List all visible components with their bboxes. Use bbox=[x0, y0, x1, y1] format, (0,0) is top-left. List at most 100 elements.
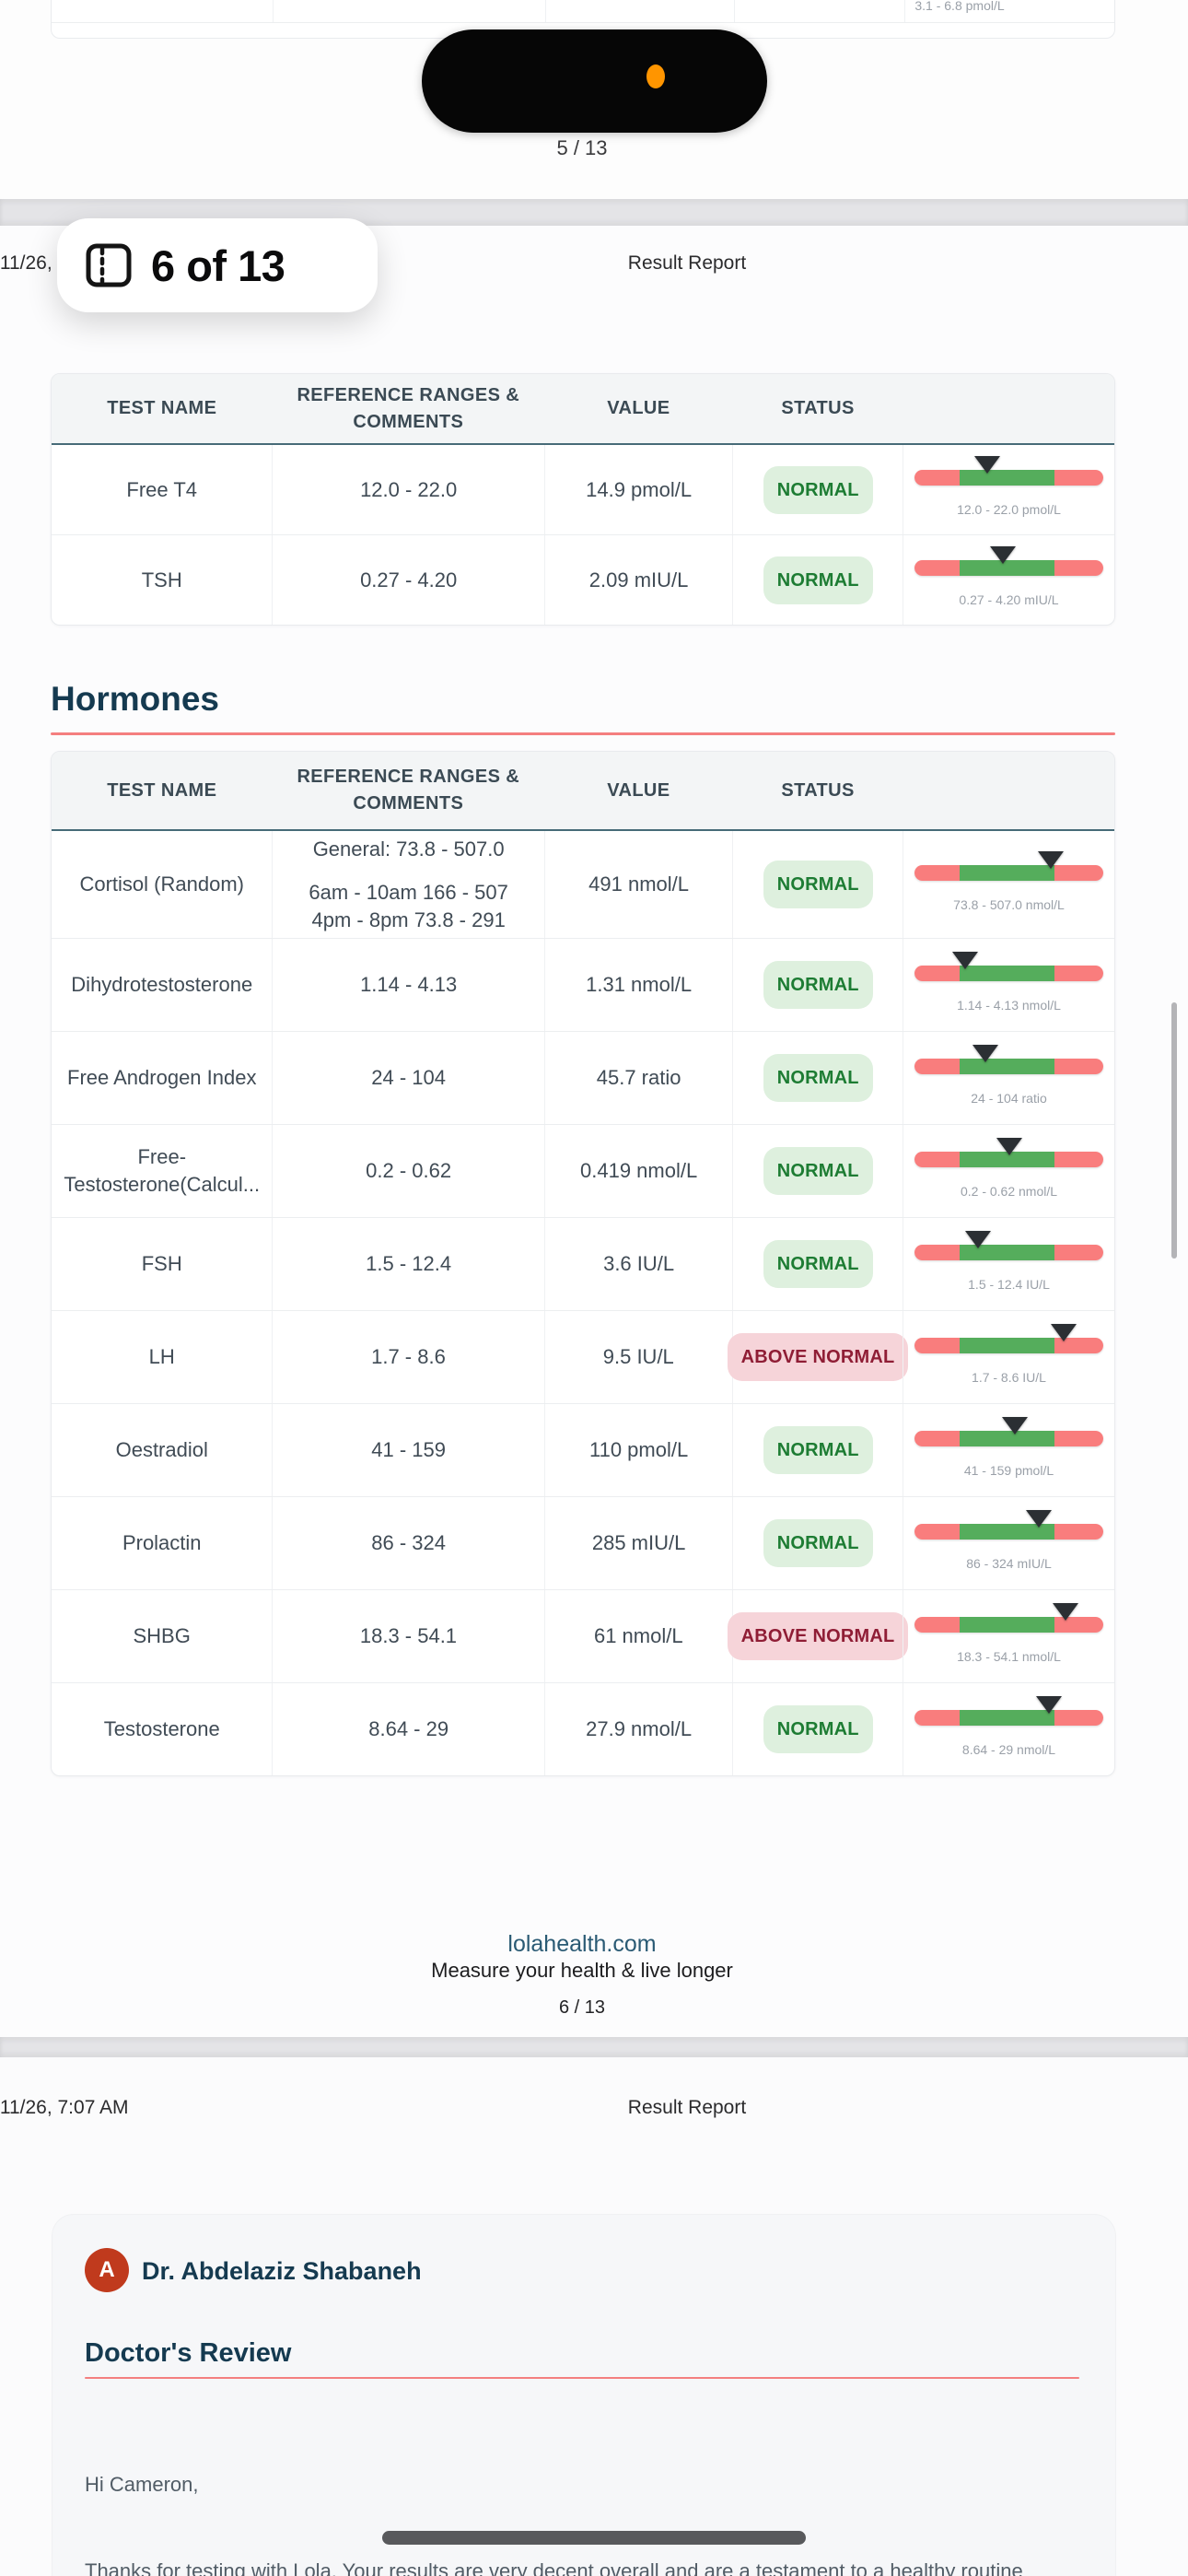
reference-range: 12.0 - 22.0 bbox=[272, 445, 543, 534]
section-rule bbox=[51, 732, 1115, 735]
page-position-badge[interactable]: 6 of 13 bbox=[57, 218, 378, 312]
status-badge: NORMAL bbox=[763, 861, 873, 908]
test-value: 491 nmol/L bbox=[543, 831, 733, 938]
test-value: 3.6 IU/L bbox=[543, 1218, 733, 1310]
status-badge: NORMAL bbox=[763, 1426, 873, 1474]
gauge-below-range-segment bbox=[914, 1244, 961, 1260]
gauge-below-range-segment bbox=[914, 1058, 961, 1074]
gauge-above-range-segment bbox=[1054, 1616, 1103, 1633]
column-header: TEST NAME bbox=[107, 398, 217, 418]
footer-tagline: Measure your health & live longer bbox=[431, 1959, 733, 1982]
gauge-above-range-segment bbox=[1054, 864, 1103, 881]
range-gauge: 1.5 - 12.4 IU/L bbox=[914, 1230, 1103, 1298]
range-gauge: 1.14 - 4.13 nmol/L bbox=[914, 951, 1103, 1019]
test-name: TSH bbox=[141, 568, 182, 591]
footer-site-link[interactable]: lolahealth.com bbox=[507, 1931, 657, 1957]
status-cell: NORMAL bbox=[732, 1218, 903, 1310]
dynamic-island[interactable] bbox=[422, 29, 767, 133]
gauge-normal-range-segment bbox=[960, 470, 1054, 486]
reference-range: 0.27 - 4.20 bbox=[272, 535, 543, 625]
gauge-normal-range-segment bbox=[960, 965, 1054, 981]
gauge-value-marker bbox=[1001, 1416, 1028, 1434]
column-divider bbox=[904, 0, 905, 22]
reference-line: 0.2 - 0.62 bbox=[366, 1159, 452, 1182]
test-value: 9.5 IU/L bbox=[543, 1311, 732, 1403]
status-cell: NORMAL bbox=[732, 535, 903, 625]
status-cell: NORMAL bbox=[732, 1497, 903, 1589]
gauge-value-marker bbox=[1053, 1602, 1078, 1621]
table-row: SHBG 18.3 - 54.1 61 nmol/L ABOVE NORMAL 18.3… bbox=[52, 1590, 1114, 1683]
gauge-cell: 8.64 - 29 nmol/L bbox=[903, 1683, 1114, 1775]
status-badge: NORMAL bbox=[763, 1054, 873, 1102]
reference-range: 18.3 - 54.1 bbox=[272, 1590, 543, 1682]
column-header bbox=[903, 374, 1114, 443]
reference-range: 1.7 - 8.6 bbox=[272, 1311, 543, 1403]
gauge-above-range-segment bbox=[1054, 1430, 1103, 1446]
column-header: REFERENCE RANGES & COMMENTS bbox=[297, 767, 520, 814]
test-value: 110 pmol/L bbox=[543, 1404, 733, 1496]
doctor-review-title: Doctor's Review bbox=[85, 2338, 292, 2368]
gauge-label: 3.1 - 6.8 pmol/L bbox=[914, 0, 1005, 13]
reference-line: 8.64 - 29 bbox=[368, 1717, 449, 1740]
gauge-value-marker bbox=[996, 1137, 1022, 1155]
gauge-normal-range-segment bbox=[960, 1337, 1054, 1353]
gauge-label: 12.0 - 22.0 pmol/L bbox=[957, 502, 1061, 517]
range-gauge: 41 - 159 pmol/L bbox=[914, 1416, 1103, 1484]
column-header: TEST NAME bbox=[107, 779, 217, 801]
home-indicator[interactable] bbox=[382, 2531, 806, 2545]
reference-line: 18.3 - 54.1 bbox=[359, 1624, 458, 1647]
range-gauge: 0.27 - 4.20 mIU/L bbox=[914, 546, 1103, 614]
gauge-bar bbox=[914, 1244, 1103, 1260]
gauge-value-marker bbox=[1050, 1323, 1077, 1341]
reference-range: 1.14 - 4.13 bbox=[272, 939, 543, 1031]
doctor-avatar: A bbox=[85, 2248, 129, 2292]
gauge-above-range-segment bbox=[1054, 560, 1103, 576]
status-cell: NORMAL bbox=[732, 1032, 903, 1124]
reference-line: 86 - 324 bbox=[371, 1531, 447, 1554]
gauge-cell: 18.3 - 54.1 nmol/L bbox=[903, 1590, 1114, 1682]
reference-line: 41 - 159 bbox=[371, 1438, 447, 1461]
report-date: /11/26, 7:07 AM bbox=[0, 2097, 129, 2118]
table-row: LH 1.7 - 8.6 9.5 IU/L ABOVE NORMAL 1.7 - 8.6… bbox=[52, 1311, 1114, 1404]
test-name: LH bbox=[148, 1345, 175, 1368]
gauge-normal-range-segment bbox=[960, 560, 1054, 576]
range-gauge: 1.7 - 8.6 IU/L bbox=[914, 1323, 1103, 1391]
gauge-value-marker bbox=[1026, 1509, 1053, 1528]
gauge-above-range-segment bbox=[1054, 1337, 1103, 1353]
status-badge: ABOVE NORMAL bbox=[727, 1612, 909, 1660]
test-value: 285 mIU/L bbox=[543, 1497, 733, 1589]
table-row: Oestradiol 41 - 159 110 pmol/L NORMAL 41 - 1… bbox=[52, 1404, 1114, 1497]
column-header: STATUS bbox=[781, 398, 855, 418]
column-header bbox=[903, 752, 1114, 829]
page-number-footer: 6 / 13 bbox=[558, 1997, 606, 2018]
gauge-bar bbox=[914, 470, 1103, 486]
status-badge: NORMAL bbox=[763, 961, 873, 1009]
column-header: VALUE bbox=[607, 779, 670, 801]
status-badge: NORMAL bbox=[763, 1705, 873, 1753]
gauge-bar bbox=[914, 1616, 1103, 1633]
gauge-below-range-segment bbox=[914, 864, 961, 881]
column-divider bbox=[273, 0, 274, 22]
gauge-value-marker bbox=[1037, 850, 1064, 869]
scrollbar-thumb[interactable] bbox=[1171, 1002, 1177, 1259]
column-header: VALUE bbox=[607, 398, 670, 418]
hormones-results-table: TEST NAME REFERENCE RANGES & COMMENTS VALU… bbox=[51, 751, 1115, 1776]
page-number-footer: 5 / 13 bbox=[556, 136, 608, 159]
review-body-clipped: Thanks for testing with Lola. Your resul… bbox=[85, 2559, 1023, 2576]
test-name: FSH bbox=[141, 1252, 182, 1275]
gauge-cell: 1.5 - 12.4 IU/L bbox=[903, 1218, 1114, 1310]
reference-range: General: 73.8 - 507.0 6am - 10am 166 - 5… bbox=[272, 831, 543, 938]
status-badge: NORMAL bbox=[763, 1519, 873, 1567]
gauge-normal-range-segment bbox=[960, 1244, 1054, 1260]
test-name: SHBG bbox=[133, 1624, 191, 1647]
reference-range: 24 - 104 bbox=[272, 1032, 543, 1124]
status-cell: NORMAL bbox=[732, 1404, 903, 1496]
gauge-above-range-segment bbox=[1054, 965, 1103, 981]
gauge-label: 0.2 - 0.62 nmol/L bbox=[960, 1183, 1058, 1199]
gauge-below-range-segment bbox=[914, 1337, 961, 1353]
column-header: REFERENCE RANGES & COMMENTS bbox=[297, 384, 520, 432]
gauge-above-range-segment bbox=[1054, 1151, 1103, 1167]
reference-range: 0.2 - 0.62 bbox=[272, 1125, 543, 1217]
